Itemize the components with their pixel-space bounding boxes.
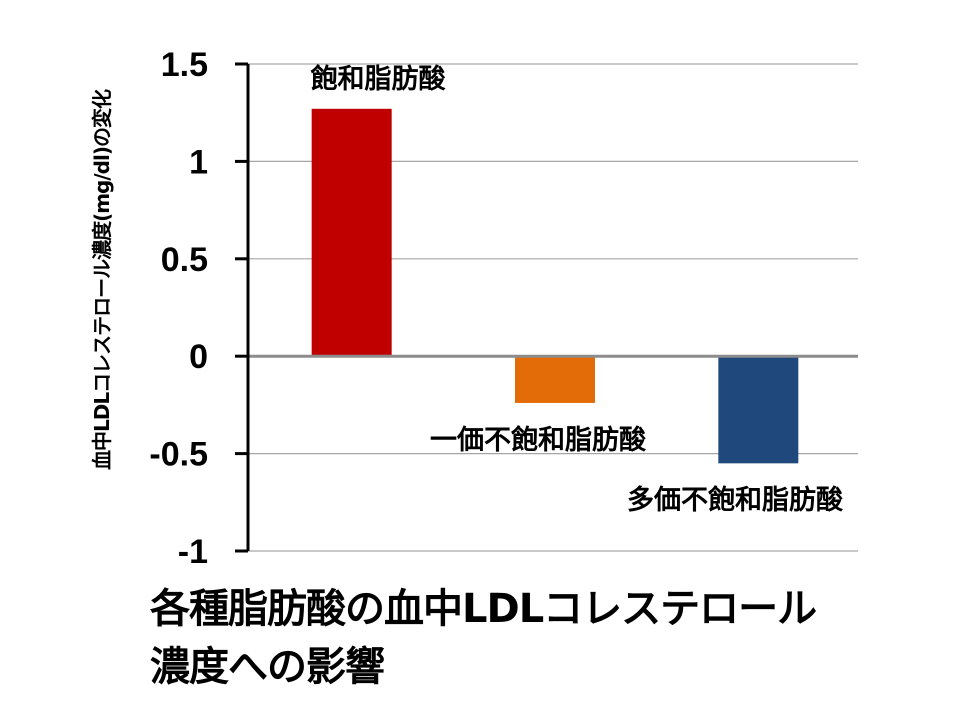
bar-label-1: 飽和脂肪酸	[311, 63, 447, 95]
y-tick-label: 0	[189, 338, 208, 376]
bar-label-2: 一価不飽和脂肪酸	[430, 424, 647, 456]
y-tick-label: 1	[189, 143, 208, 181]
chart-title-line-1: 各種脂肪酸の血中LDLコレステロール	[150, 586, 817, 632]
chart-title-line-2: 濃度への影響	[150, 644, 385, 690]
y-tick-label: 0.5	[161, 241, 208, 279]
chart-title: 各種脂肪酸の血中LDLコレステロール 濃度への影響	[150, 580, 817, 696]
y-tick-label: 1.5	[161, 46, 208, 84]
bar-3	[718, 356, 799, 464]
y-tick-label: -1	[178, 533, 208, 571]
bar-label-3: 多価不飽和脂肪酸	[627, 484, 844, 516]
bar-2	[515, 356, 595, 403]
y-axis-label: 血中LDLコレステロール濃度(mg/dl)の変化	[90, 90, 114, 471]
bar-1	[311, 108, 392, 357]
y-tick-label: -0.5	[149, 436, 208, 474]
